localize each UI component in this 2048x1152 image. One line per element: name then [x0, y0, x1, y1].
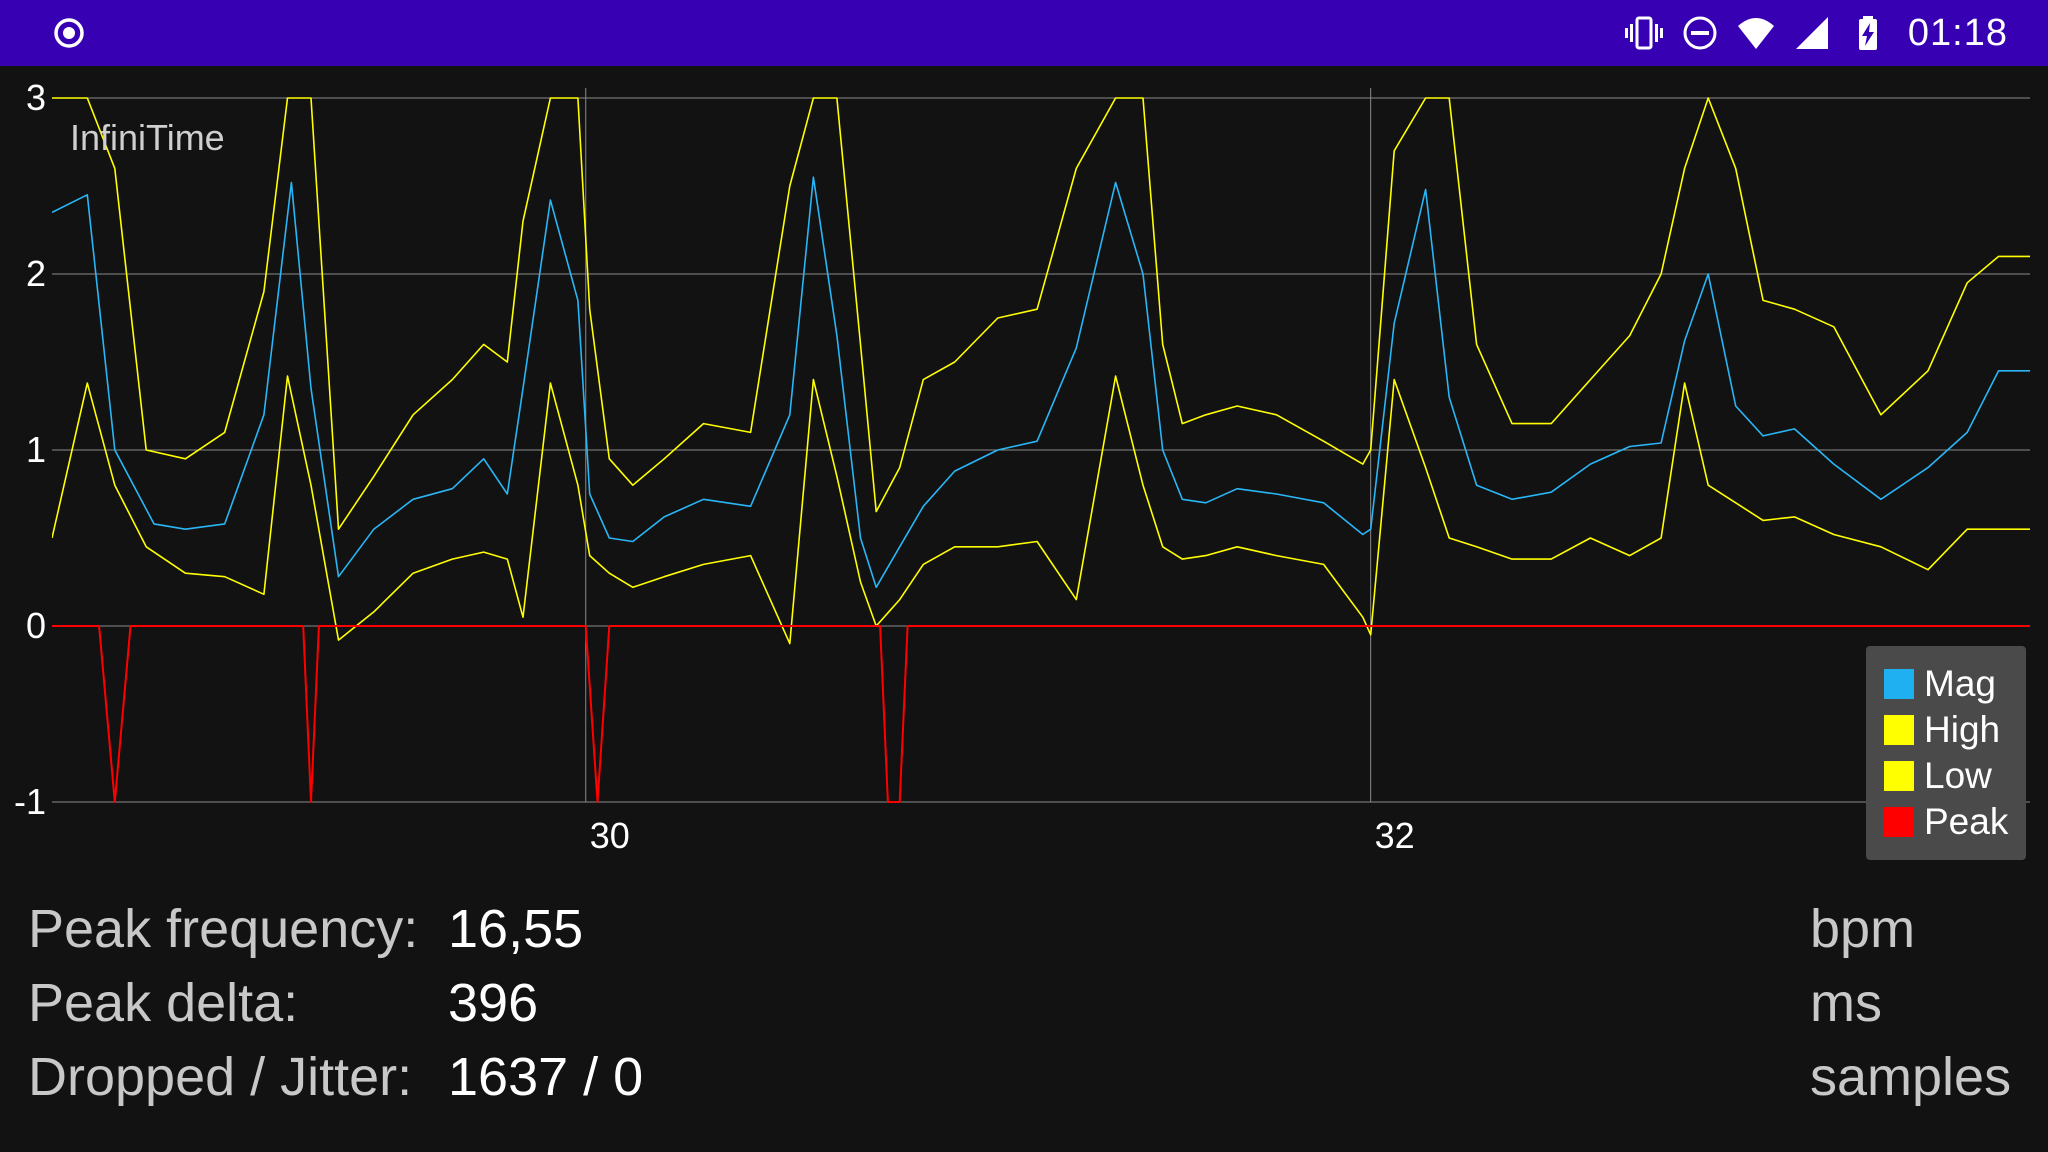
y-tick-label: 3 — [26, 77, 46, 118]
vibrate-icon — [1624, 16, 1663, 50]
stat-value: 1637 / 0 — [448, 1047, 644, 1107]
y-tick-label: 2 — [26, 253, 46, 294]
status-icons: 01:18 — [1608, 0, 2008, 66]
series-layer — [52, 97, 2030, 803]
stat-unit: ms — [1810, 973, 1882, 1033]
legend-item-mag: Mag — [1884, 663, 1996, 704]
stat-label: Peak frequency: — [28, 899, 419, 959]
legend-label: Mag — [1924, 663, 1996, 704]
legend-item-high: High — [1884, 709, 2001, 750]
x-tick-label: 30 — [590, 815, 630, 856]
series-line-peak — [52, 625, 2030, 803]
stat-row: Peak delta: 396 ms — [28, 972, 2028, 1042]
grid-layer — [52, 88, 2030, 803]
stat-unit: bpm — [1810, 899, 1916, 959]
series-line-low — [52, 375, 2030, 645]
y-tick-label: 0 — [26, 605, 46, 646]
legend-swatch — [1884, 761, 1914, 791]
wifi-icon — [1737, 18, 1774, 49]
camera-record-icon — [54, 18, 84, 48]
legend-item-peak: Peak — [1884, 801, 2009, 842]
stat-label: Dropped / Jitter: — [28, 1047, 413, 1107]
status-bar: 01:18 — [0, 0, 2048, 66]
status-clock: 01:18 — [1907, 11, 2008, 54]
series-line-high — [52, 97, 2030, 531]
cell-signal-icon — [1795, 17, 1828, 49]
chart-legend: Mag High Low Peak — [1866, 646, 2026, 860]
stat-value: 396 — [448, 973, 539, 1033]
series-line-mag — [52, 176, 2030, 589]
stat-row: Dropped / Jitter: 1637 / 0 samples — [28, 1046, 2028, 1116]
sensor-chart: 3 2 1 0 -1 30 32 InfiniTime Mag High Low Peak — [0, 66, 2048, 866]
stat-row: Peak frequency: 16,55 bpm — [28, 898, 2028, 968]
legend-swatch — [1884, 807, 1914, 837]
x-tick-label: 32 — [1375, 815, 1415, 856]
stat-label: Peak delta: — [28, 973, 299, 1033]
legend-item-low: Low — [1884, 755, 1992, 796]
legend-label: Low — [1924, 755, 1992, 796]
y-tick-label: -1 — [14, 781, 46, 822]
stats-panel: Peak frequency: 16,55 bpm Peak delta: 396 ms D… — [28, 898, 2028, 1138]
legend-label: High — [1924, 709, 2001, 750]
legend-swatch — [1884, 715, 1914, 745]
chart-title: InfiniTime — [70, 117, 225, 158]
legend-swatch — [1884, 669, 1914, 699]
y-tick-label: 1 — [26, 429, 46, 470]
battery-charging-icon — [1858, 16, 1877, 50]
stat-unit: samples — [1810, 1047, 2012, 1107]
legend-label: Peak — [1924, 801, 2009, 842]
stat-value: 16,55 — [448, 899, 584, 959]
do-not-disturb-icon — [1683, 16, 1717, 50]
